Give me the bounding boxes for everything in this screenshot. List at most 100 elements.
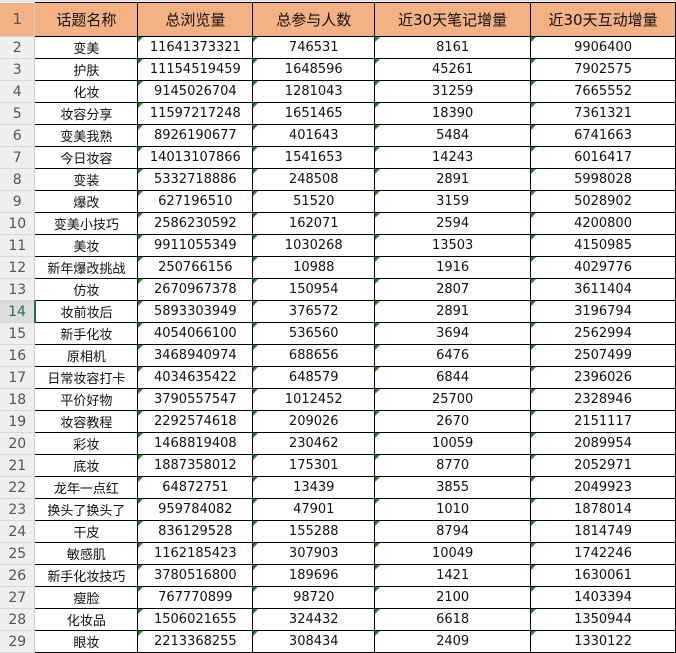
row-number[interactable]: 19 — [0, 410, 36, 433]
cell-interactions-30d[interactable]: 1742246 — [530, 542, 676, 565]
cell-interactions-30d[interactable]: 2507499 — [530, 344, 676, 367]
row-number[interactable]: 12 — [0, 256, 36, 279]
cell-interactions-30d[interactable]: 5998028 — [530, 168, 676, 191]
cell-interactions-30d[interactable]: 4200800 — [530, 212, 676, 235]
cell-total-participants[interactable]: 10988 — [252, 256, 376, 279]
row-number[interactable]: 29 — [0, 630, 36, 653]
cell-interactions-30d[interactable]: 6016417 — [530, 146, 676, 169]
cell-interactions-30d[interactable]: 7665552 — [530, 80, 676, 103]
cell-topic-name[interactable]: 龙年一点红 — [34, 476, 139, 499]
cell-total-participants[interactable]: 209026 — [252, 410, 376, 433]
cell-total-participants[interactable]: 648579 — [252, 366, 376, 389]
row-number[interactable]: 20 — [0, 432, 36, 455]
cell-total-participants[interactable]: 746531 — [252, 36, 376, 59]
cell-total-participants[interactable]: 1030268 — [252, 234, 376, 257]
cell-notes-30d[interactable]: 2670 — [374, 410, 532, 433]
cell-notes-30d[interactable]: 45261 — [374, 58, 532, 81]
cell-total-views[interactable]: 3790557547 — [137, 388, 254, 411]
cell-total-participants[interactable]: 401643 — [252, 124, 376, 147]
cell-interactions-30d[interactable]: 1403394 — [530, 586, 676, 609]
cell-notes-30d[interactable]: 2409 — [374, 630, 532, 653]
cell-topic-name[interactable]: 今日妆容 — [34, 146, 139, 169]
cell-notes-30d[interactable]: 8770 — [374, 454, 532, 477]
row-number[interactable]: 7 — [0, 146, 36, 169]
cell-notes-30d[interactable]: 2891 — [374, 168, 532, 191]
cell-total-views[interactable]: 5893303949 — [137, 300, 254, 323]
row-number[interactable]: 17 — [0, 366, 36, 389]
cell-total-views[interactable]: 4054066100 — [137, 322, 254, 345]
cell-total-views[interactable]: 11597217248 — [137, 102, 254, 125]
cell-total-participants[interactable]: 1648596 — [252, 58, 376, 81]
cell-total-views[interactable]: 1887358012 — [137, 454, 254, 477]
cell-notes-30d[interactable]: 18390 — [374, 102, 532, 125]
cell-total-participants[interactable]: 1012452 — [252, 388, 376, 411]
row-number[interactable]: 3 — [0, 58, 36, 81]
cell-interactions-30d[interactable]: 5028902 — [530, 190, 676, 213]
cell-interactions-30d[interactable]: 7902575 — [530, 58, 676, 81]
cell-total-views[interactable]: 11641373321 — [137, 36, 254, 59]
cell-interactions-30d[interactable]: 2151117 — [530, 410, 676, 433]
cell-total-participants[interactable]: 536560 — [252, 322, 376, 345]
row-number[interactable]: 18 — [0, 388, 36, 411]
cell-topic-name[interactable]: 新手化妆 — [34, 322, 139, 345]
cell-total-views[interactable]: 11154519459 — [137, 58, 254, 81]
row-number[interactable]: 28 — [0, 608, 36, 631]
row-number[interactable]: 9 — [0, 190, 36, 213]
cell-notes-30d[interactable]: 6618 — [374, 608, 532, 631]
cell-topic-name[interactable]: 干皮 — [34, 520, 139, 543]
row-number[interactable]: 13 — [0, 278, 36, 301]
cell-total-views[interactable]: 1162185423 — [137, 542, 254, 565]
cell-topic-name[interactable]: 妆前妆后 — [34, 300, 139, 323]
cell-notes-30d[interactable]: 8794 — [374, 520, 532, 543]
cell-notes-30d[interactable]: 3159 — [374, 190, 532, 213]
cell-notes-30d[interactable]: 3855 — [374, 476, 532, 499]
cell-total-views[interactable]: 836129528 — [137, 520, 254, 543]
cell-total-views[interactable]: 3468940974 — [137, 344, 254, 367]
cell-total-views[interactable]: 1506021655 — [137, 608, 254, 631]
header-topic-name[interactable]: 话题名称 — [34, 2, 139, 37]
cell-total-participants[interactable]: 248508 — [252, 168, 376, 191]
cell-interactions-30d[interactable]: 4029776 — [530, 256, 676, 279]
row-number[interactable]: 6 — [0, 124, 36, 147]
cell-interactions-30d[interactable]: 2396026 — [530, 366, 676, 389]
cell-topic-name[interactable]: 瘦脸 — [34, 586, 139, 609]
cell-topic-name[interactable]: 眼妆 — [34, 630, 139, 653]
cell-notes-30d[interactable]: 13503 — [374, 234, 532, 257]
cell-topic-name[interactable]: 日常妆容打卡 — [34, 366, 139, 389]
cell-notes-30d[interactable]: 1916 — [374, 256, 532, 279]
cell-topic-name[interactable]: 平价好物 — [34, 388, 139, 411]
cell-notes-30d[interactable]: 2807 — [374, 278, 532, 301]
cell-total-views[interactable]: 64872751 — [137, 476, 254, 499]
header-notes-30d[interactable]: 近30天笔记增量 — [374, 2, 532, 37]
cell-total-participants[interactable]: 1651465 — [252, 102, 376, 125]
cell-total-participants[interactable]: 162071 — [252, 212, 376, 235]
cell-topic-name[interactable]: 爆改 — [34, 190, 139, 213]
cell-total-participants[interactable]: 47901 — [252, 498, 376, 521]
cell-notes-30d[interactable]: 10049 — [374, 542, 532, 565]
cell-interactions-30d[interactable]: 2328946 — [530, 388, 676, 411]
cell-total-views[interactable]: 2670967378 — [137, 278, 254, 301]
cell-topic-name[interactable]: 化妆 — [34, 80, 139, 103]
cell-total-views[interactable]: 5332718886 — [137, 168, 254, 191]
cell-interactions-30d[interactable]: 1630061 — [530, 564, 676, 587]
row-number[interactable]: 15 — [0, 322, 36, 345]
row-number[interactable]: 22 — [0, 476, 36, 499]
cell-total-views[interactable]: 959784082 — [137, 498, 254, 521]
cell-notes-30d[interactable]: 3694 — [374, 322, 532, 345]
cell-notes-30d[interactable]: 6844 — [374, 366, 532, 389]
cell-topic-name[interactable]: 护肤 — [34, 58, 139, 81]
cell-topic-name[interactable]: 换头了换头了 — [34, 498, 139, 521]
cell-total-participants[interactable]: 13439 — [252, 476, 376, 499]
cell-interactions-30d[interactable]: 3611404 — [530, 278, 676, 301]
row-number[interactable]: 26 — [0, 564, 36, 587]
row-number[interactable]: 5 — [0, 102, 36, 125]
cell-interactions-30d[interactable]: 2052971 — [530, 454, 676, 477]
cell-notes-30d[interactable]: 25700 — [374, 388, 532, 411]
cell-topic-name[interactable]: 原相机 — [34, 344, 139, 367]
row-number[interactable]: 25 — [0, 542, 36, 565]
cell-notes-30d[interactable]: 2891 — [374, 300, 532, 323]
cell-notes-30d[interactable]: 14243 — [374, 146, 532, 169]
cell-topic-name[interactable]: 彩妆 — [34, 432, 139, 455]
cell-topic-name[interactable]: 变美我熟 — [34, 124, 139, 147]
cell-total-participants[interactable]: 308434 — [252, 630, 376, 653]
